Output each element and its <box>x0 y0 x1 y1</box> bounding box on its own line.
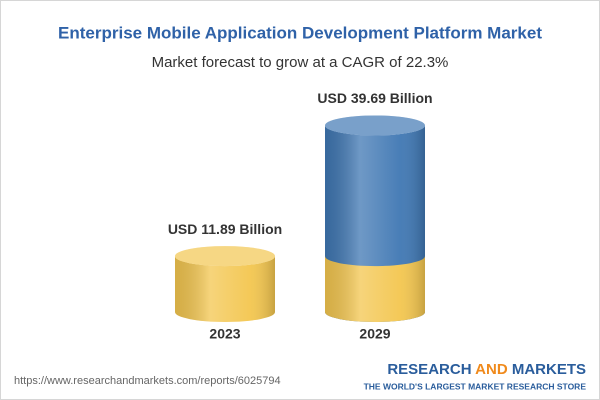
brand-part: AND <box>475 361 508 378</box>
cylinder-top <box>325 115 425 136</box>
cylinder-top-highlight <box>175 246 275 267</box>
brand: RESEARCH AND MARKETS <box>387 361 586 378</box>
source-url: https://www.researchandmarkets.com/repor… <box>14 375 281 387</box>
cylinder-top-highlight <box>325 115 425 136</box>
value-label: USD 39.69 Billion <box>317 90 432 106</box>
x-tick-label: 2029 <box>359 326 390 342</box>
cylinder-top <box>175 246 275 267</box>
chart-subtitle: Market forecast to grow at a CAGR of 22.… <box>152 54 449 71</box>
cylinder-shade <box>175 256 275 322</box>
x-tick-label: 2023 <box>209 326 240 342</box>
brand-part: RESEARCH <box>387 361 471 378</box>
value-label: USD 11.89 Billion <box>168 221 282 237</box>
brand-part: MARKETS <box>512 361 586 378</box>
plot: USD 11.89 Billion 2023 USD 39.69 Billion 20… <box>168 90 433 342</box>
tagline: THE WORLD'S LARGEST MARKET RESEARCH STOR… <box>364 381 587 391</box>
cylinder-shade <box>325 256 425 322</box>
chart-title: Enterprise Mobile Application Developmen… <box>58 23 542 42</box>
